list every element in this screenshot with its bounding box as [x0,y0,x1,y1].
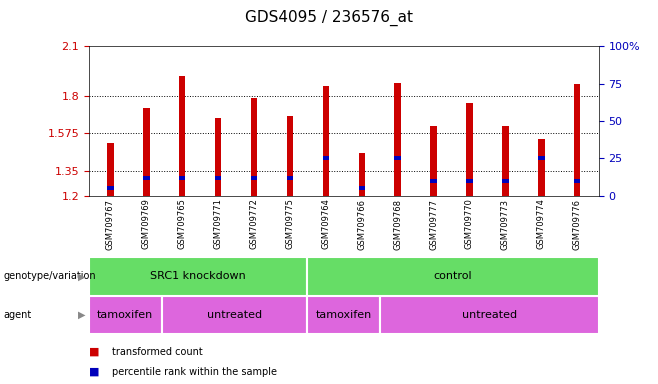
Bar [287,116,293,196]
Text: transformed count: transformed count [112,346,203,357]
Bar [251,176,257,180]
Text: ▶: ▶ [78,310,85,320]
Bar [143,108,149,196]
Text: ■: ■ [89,366,99,377]
Bar [502,179,509,183]
Bar [394,83,401,196]
Bar [287,176,293,180]
Bar [215,118,221,196]
Bar [574,84,580,196]
Bar [430,126,437,196]
Bar [322,156,329,161]
Bar [307,296,380,334]
Bar [107,186,114,190]
Bar [162,296,307,334]
Text: tamoxifen: tamoxifen [316,310,372,320]
Bar [179,76,186,196]
Bar [538,139,545,196]
Bar [251,98,257,196]
Bar [502,126,509,196]
Text: GDS4095 / 236576_at: GDS4095 / 236576_at [245,10,413,26]
Bar [359,152,365,196]
Text: ■: ■ [89,346,99,357]
Text: untreated: untreated [462,310,517,320]
Text: genotype/variation: genotype/variation [3,271,96,281]
Bar [107,142,114,196]
Text: agent: agent [3,310,32,320]
Bar [143,176,149,180]
Bar [89,296,162,334]
Bar [467,103,472,196]
Text: SRC1 knockdown: SRC1 knockdown [150,271,246,281]
Text: untreated: untreated [207,310,262,320]
Bar [538,156,545,161]
Bar [380,296,599,334]
Bar [215,176,221,180]
Text: control: control [434,271,472,281]
Bar [322,86,329,196]
Bar [89,257,307,296]
Text: tamoxifen: tamoxifen [97,310,153,320]
Bar [430,179,437,183]
Bar [359,186,365,190]
Bar [394,156,401,161]
Bar [574,179,580,183]
Text: ▶: ▶ [78,271,85,281]
Bar [467,179,472,183]
Bar [179,176,186,180]
Bar [307,257,599,296]
Text: percentile rank within the sample: percentile rank within the sample [112,366,277,377]
